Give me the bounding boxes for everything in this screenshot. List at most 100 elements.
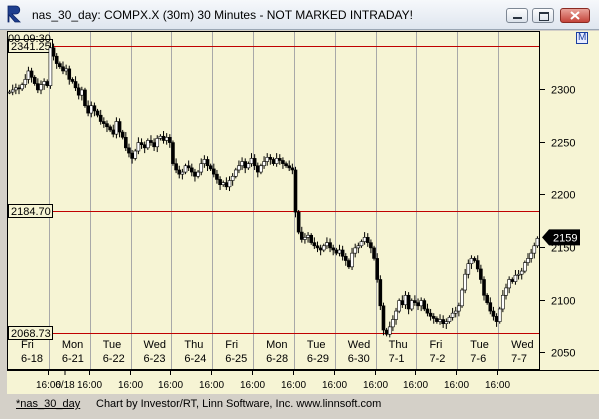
candle-body xyxy=(431,316,436,319)
time-tick-label: 16:00 xyxy=(77,380,102,391)
candle-body xyxy=(105,123,109,128)
time-tick-label: 16:00 xyxy=(118,380,143,391)
chart-name-status[interactable]: *nas_30_day xyxy=(16,398,81,410)
candle-body xyxy=(384,329,389,335)
candle-body xyxy=(482,279,486,296)
candle-body xyxy=(419,300,423,307)
candle-body xyxy=(10,89,15,93)
candle xyxy=(199,158,204,176)
candle-body xyxy=(92,105,97,112)
candle-body xyxy=(89,105,94,114)
candle xyxy=(494,313,499,327)
candle-body xyxy=(447,317,452,322)
r-logo-icon[interactable] xyxy=(6,4,24,24)
candle-body xyxy=(224,182,229,188)
candle-body xyxy=(205,159,210,167)
candle xyxy=(321,243,326,253)
candle-body xyxy=(535,238,539,247)
candle xyxy=(532,242,537,259)
candle-body xyxy=(293,169,298,213)
candle xyxy=(190,163,194,177)
m-marker[interactable]: M xyxy=(576,32,589,44)
candle-body xyxy=(42,81,46,85)
candle-body xyxy=(397,300,401,312)
candle-body xyxy=(375,258,379,280)
candle xyxy=(350,247,354,271)
candle-body xyxy=(183,165,188,173)
candle-body xyxy=(290,167,295,171)
candle xyxy=(312,237,317,249)
candle xyxy=(51,43,56,61)
candle-body xyxy=(26,70,31,80)
candle-body xyxy=(378,279,383,307)
candle-body xyxy=(309,234,314,243)
candle xyxy=(513,270,518,285)
candle-body xyxy=(409,300,414,310)
day-label-dow: Wed xyxy=(144,339,166,351)
candle xyxy=(397,298,401,314)
candle xyxy=(469,255,474,269)
candle-body xyxy=(124,137,128,149)
candle xyxy=(127,143,131,158)
candle-body xyxy=(202,159,207,164)
candle xyxy=(218,176,222,190)
candle-body xyxy=(64,68,68,72)
candle-body xyxy=(501,294,505,310)
candle-body xyxy=(114,121,119,135)
reference-label: 2068.73 xyxy=(8,326,53,340)
candle-body xyxy=(180,171,185,175)
minimize-button[interactable] xyxy=(506,8,528,23)
candle xyxy=(290,163,295,175)
time-tick-label: 16:00 xyxy=(485,380,510,391)
candle-body xyxy=(356,245,361,249)
candle-body xyxy=(340,249,345,257)
candle xyxy=(460,287,464,308)
candle-body xyxy=(61,66,65,72)
day-label-dow: Mon xyxy=(62,339,83,351)
price-tick-label: 2150 xyxy=(551,243,575,255)
candle-body xyxy=(523,262,527,272)
candle-body xyxy=(51,47,56,57)
day-label-date: 6-23 xyxy=(144,353,166,365)
candle-body xyxy=(20,84,24,90)
candle-body xyxy=(400,300,405,306)
candle-body xyxy=(321,245,326,251)
price-chart-area[interactable]: 2341.25 2184.70 2068.73 Fri 6-18 Mon 6-21 Tue 6-… xyxy=(7,31,540,370)
candle-body xyxy=(120,131,125,138)
candle-body xyxy=(152,142,156,148)
candle-body xyxy=(460,289,464,307)
candle xyxy=(365,233,370,247)
candle xyxy=(343,253,348,266)
candle xyxy=(117,118,122,138)
candle xyxy=(64,64,68,76)
candle-body xyxy=(391,319,395,328)
candle xyxy=(318,244,323,256)
candle xyxy=(331,244,335,256)
candle xyxy=(281,157,285,169)
candle-body xyxy=(102,121,106,124)
candle xyxy=(255,162,260,178)
day-label-date: 7-6 xyxy=(470,353,486,365)
day-label-date: 6-21 xyxy=(62,353,84,365)
candle xyxy=(409,298,414,312)
close-button[interactable] xyxy=(560,8,590,23)
candle-body xyxy=(39,84,43,91)
price-axis-ticks: 2300 2250 2200 2150 2100 2050 2159 xyxy=(540,85,580,360)
candle xyxy=(510,277,515,284)
candle xyxy=(356,242,361,254)
candle xyxy=(425,303,430,317)
maximize-button[interactable] xyxy=(532,8,554,23)
candle xyxy=(347,258,351,269)
candle xyxy=(413,295,417,306)
candle-body xyxy=(507,279,511,289)
candle-body xyxy=(67,68,72,80)
day-label-date: 7-2 xyxy=(429,353,445,365)
candle-body xyxy=(277,158,282,161)
candle-body xyxy=(146,140,150,149)
candle xyxy=(80,86,84,101)
candle-body xyxy=(472,258,477,261)
candle-body xyxy=(457,305,461,312)
candle-body xyxy=(343,256,348,261)
candle xyxy=(20,82,24,91)
